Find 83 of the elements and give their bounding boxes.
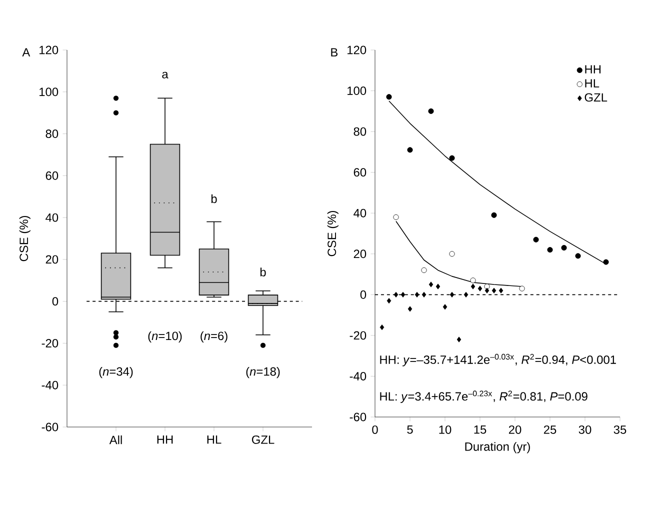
x-tick-label: HH xyxy=(157,435,173,444)
annotation: (n=18) xyxy=(246,366,280,378)
point xyxy=(428,108,434,114)
y-tick-label: 100 xyxy=(40,88,58,96)
annotation: (n=6) xyxy=(200,331,228,342)
point xyxy=(456,336,462,342)
point xyxy=(519,286,525,292)
annotation: a xyxy=(162,72,168,78)
y-tick-label: 0 xyxy=(52,297,58,306)
x-tick-label: 20 xyxy=(508,425,522,434)
x-tick-label: HL xyxy=(207,435,222,444)
x-tick-label: 5 xyxy=(407,425,413,434)
y-tick-label: 60 xyxy=(354,168,366,177)
y-tick-label: -20 xyxy=(350,331,366,340)
point xyxy=(428,282,434,288)
point xyxy=(450,292,454,298)
point xyxy=(393,214,399,220)
point xyxy=(394,292,398,298)
x-tick-label: 10 xyxy=(439,425,452,434)
point xyxy=(533,236,539,242)
point xyxy=(470,278,476,284)
point xyxy=(386,298,392,304)
point xyxy=(449,155,455,161)
text: HH: y=–35.7+141.2e$^{–0.03x}$, R$^{2}$=0.94, P<0.001 xyxy=(380,354,616,366)
y-axis-title: CSE (%) xyxy=(327,211,338,256)
x-tick-label: All xyxy=(109,435,122,444)
x-tick-label: GZL xyxy=(252,435,274,444)
point xyxy=(484,284,490,290)
point xyxy=(422,292,426,298)
y-tick-label: 40 xyxy=(46,213,58,222)
x-axis-title: Duration (yr) xyxy=(465,442,530,454)
x-tick-label: 30 xyxy=(578,425,592,434)
point xyxy=(414,292,420,298)
chart-title: A xyxy=(22,48,30,56)
legend-label: HL xyxy=(585,79,600,88)
point xyxy=(421,267,427,273)
y-tick-label: 80 xyxy=(354,127,366,136)
y-tick-label: 120 xyxy=(348,46,366,54)
point xyxy=(380,324,384,330)
text: HL: y=3.4+65.7e$^{–0.23x}$, R$^{2}$=0.81, P=0.09 xyxy=(380,390,588,404)
y-tick-label: 20 xyxy=(46,255,58,264)
y-tick-label: -40 xyxy=(350,372,366,380)
point xyxy=(407,147,413,153)
x-tick-label: 25 xyxy=(544,425,556,434)
annotation: (n=10) xyxy=(148,331,182,342)
y-tick-label: 100 xyxy=(348,86,366,95)
point xyxy=(449,251,455,257)
x-tick-label: 15 xyxy=(474,425,486,434)
annotation: b xyxy=(211,194,217,204)
y-tick-label: 120 xyxy=(40,46,58,54)
x-tick-label: 35 xyxy=(614,425,626,434)
y-tick-label: 60 xyxy=(46,171,58,180)
point xyxy=(575,253,581,259)
point xyxy=(492,288,496,294)
legend-label: HH xyxy=(585,65,601,74)
annotation: (n=34) xyxy=(99,366,133,378)
y-tick-label: 20 xyxy=(354,250,366,258)
point xyxy=(386,94,392,100)
y-tick-label: 0 xyxy=(360,290,366,299)
annotation: b xyxy=(260,268,266,276)
y-tick-label: 80 xyxy=(46,130,58,138)
point xyxy=(408,306,412,312)
point xyxy=(470,284,476,290)
point xyxy=(478,286,482,292)
y-axis-title: CSE (%) xyxy=(19,216,30,262)
y-tick-label: 40 xyxy=(354,208,366,218)
point xyxy=(484,288,490,294)
point xyxy=(603,259,609,265)
y-tick-label: -60 xyxy=(42,422,58,432)
point xyxy=(561,244,567,251)
legend-label: GZL xyxy=(584,93,608,102)
x-tick-label: 0 xyxy=(372,425,378,434)
point xyxy=(498,288,504,294)
point xyxy=(547,247,553,253)
point xyxy=(491,212,497,218)
point xyxy=(400,292,406,298)
y-tick-label: -40 xyxy=(42,380,58,390)
point xyxy=(436,284,440,290)
point xyxy=(442,304,448,310)
y-tick-label: -20 xyxy=(42,338,58,348)
chart-title: B xyxy=(331,48,338,56)
y-tick-label: -60 xyxy=(350,412,366,422)
point xyxy=(464,292,468,298)
